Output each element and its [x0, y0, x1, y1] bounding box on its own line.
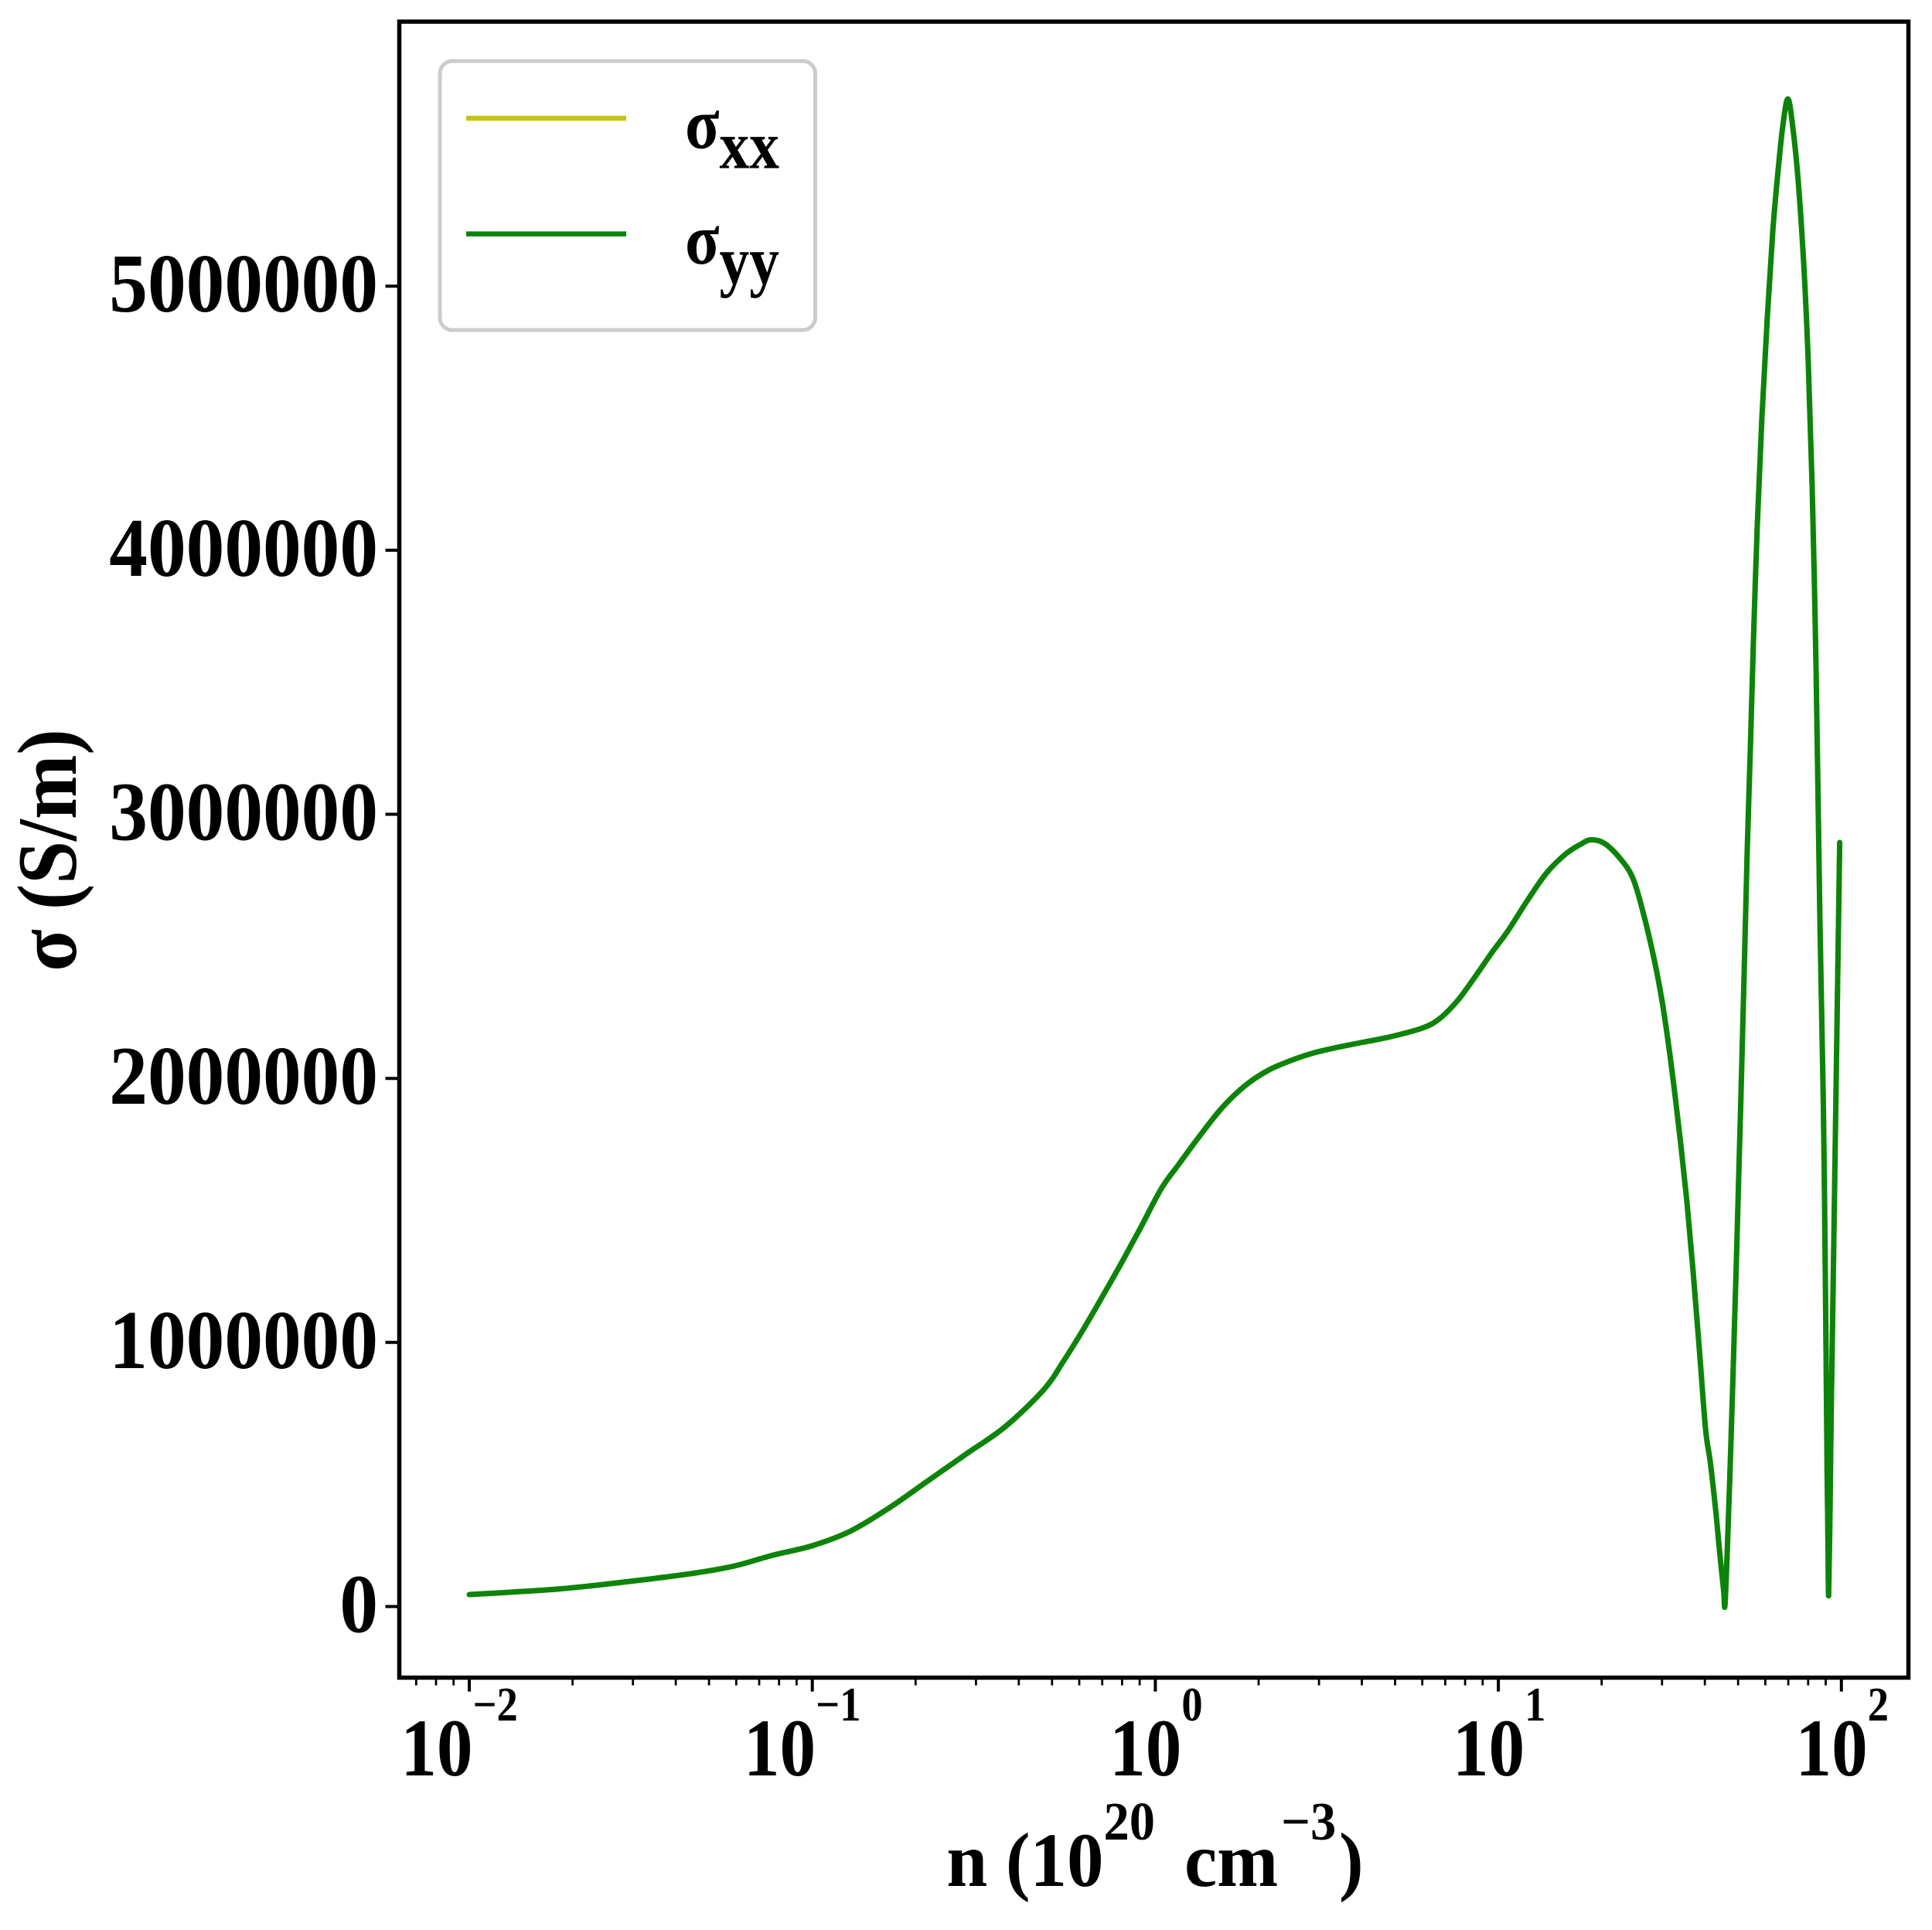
svg-text:5000000: 5000000 [109, 238, 378, 330]
svg-text:0: 0 [339, 1559, 378, 1651]
svg-text:2000000: 2000000 [109, 1030, 378, 1122]
svg-text:σ (S/m): σ (S/m) [1, 729, 94, 972]
svg-text:4000000: 4000000 [109, 502, 378, 594]
svg-text:3000000: 3000000 [109, 767, 378, 859]
svg-text:σyy: σyy [685, 199, 779, 298]
svg-text:1000000: 1000000 [109, 1295, 378, 1387]
